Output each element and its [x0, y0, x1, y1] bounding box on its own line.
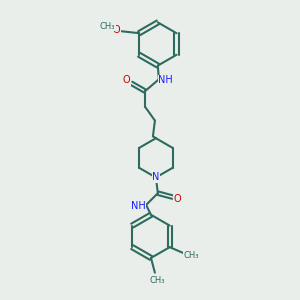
Text: CH₃: CH₃ [100, 22, 116, 31]
Text: NH: NH [158, 75, 173, 85]
Text: CH₃: CH₃ [184, 250, 199, 260]
Text: O: O [174, 194, 181, 204]
Text: N: N [152, 172, 160, 182]
Text: O: O [123, 75, 130, 85]
Text: O: O [113, 25, 120, 35]
Text: NH: NH [131, 201, 146, 211]
Text: CH₃: CH₃ [149, 276, 165, 285]
